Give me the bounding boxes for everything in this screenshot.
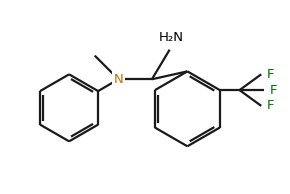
Text: H₂N: H₂N (159, 31, 184, 44)
Text: F: F (266, 99, 274, 112)
Text: N: N (113, 73, 123, 86)
Text: F: F (269, 84, 277, 97)
Text: F: F (266, 68, 274, 81)
